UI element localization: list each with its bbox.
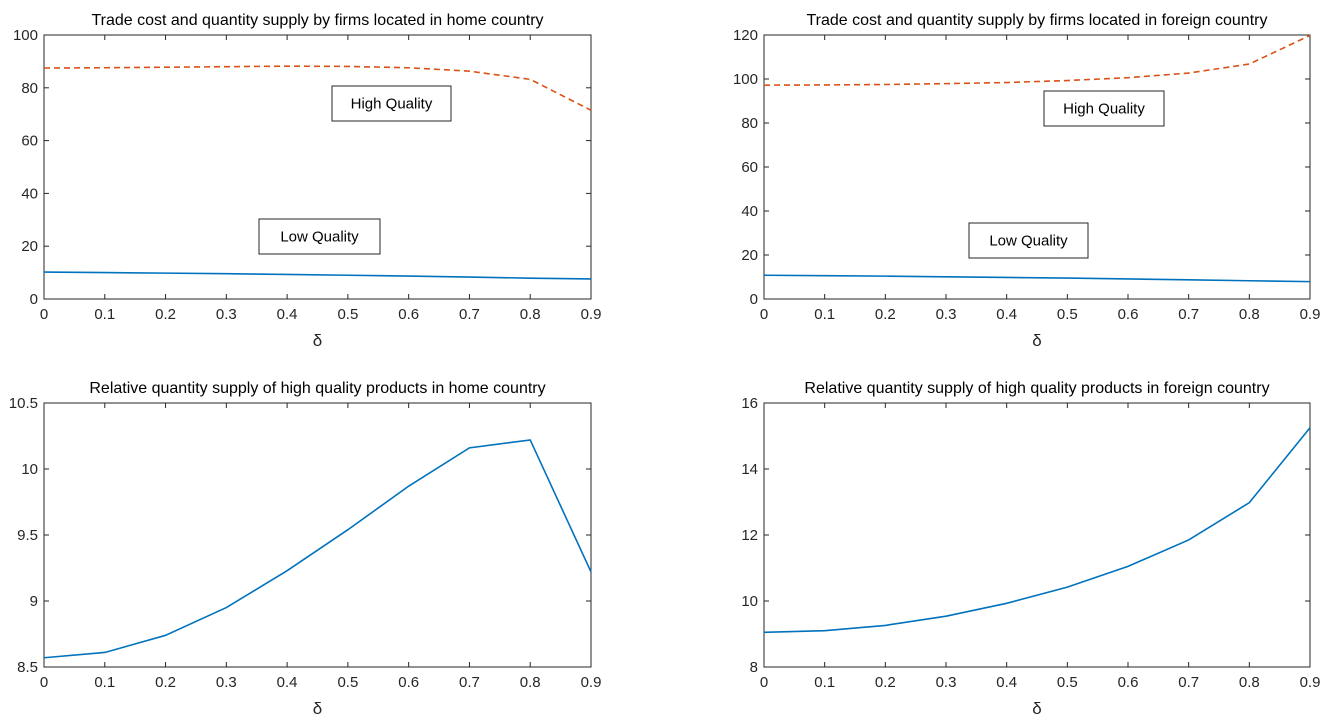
series-line-1 [763, 34, 1311, 86]
y-tick-label: 16 [741, 395, 758, 412]
x-tick-label: 0.1 [94, 674, 115, 691]
y-tick-label: 10.5 [9, 395, 38, 412]
y-tick-label: 10 [741, 593, 758, 610]
x-axis-label: δ [313, 699, 322, 718]
y-tick-label: 20 [741, 247, 758, 264]
x-tick-label: 0.1 [94, 306, 115, 323]
x-tick-label: 0.9 [1300, 306, 1321, 323]
x-tick-label: 0.1 [814, 674, 835, 691]
chart-title: Trade cost and quantity supply by firms … [91, 12, 543, 29]
x-axis-label: δ [1032, 331, 1041, 350]
y-tick-label: 120 [733, 27, 758, 44]
x-tick-label: 0.7 [1178, 306, 1199, 323]
x-tick-label: 0.4 [277, 674, 298, 691]
annotation-label: High Quality [1063, 101, 1145, 118]
series-line-1 [43, 65, 592, 111]
y-tick-label: 9 [30, 593, 38, 610]
x-tick-label: 0.3 [936, 674, 957, 691]
x-tick-label: 0 [40, 306, 48, 323]
y-tick-label: 60 [741, 159, 758, 176]
chart-panel-4: 0 0.1 0.2 0.3 0.4 0.5 0.6 0.7 0.8 0.9 8 10 12 14 16 Rel… [741, 380, 1320, 718]
x-tick-label: 0.5 [1057, 306, 1078, 323]
annotation-box [258, 218, 381, 255]
axes-box [763, 402, 1311, 668]
annotation-label: Low Quality [280, 229, 359, 246]
y-tick-label: 100 [733, 71, 758, 88]
x-tick-label: 0.8 [1239, 306, 1260, 323]
y-tick-label: 9.5 [17, 527, 38, 544]
x-tick-label: 0.9 [581, 674, 602, 691]
x-tick-label: 0.2 [875, 674, 896, 691]
y-tick-label: 80 [741, 115, 758, 132]
y-tick-label: 0 [750, 291, 758, 308]
x-tick-label: 0.4 [996, 674, 1017, 691]
x-tick-label: 0.2 [155, 306, 176, 323]
y-tick-label: 10 [21, 461, 38, 478]
x-tick-label: 0.5 [337, 306, 358, 323]
x-tick-label: 0.9 [1300, 674, 1321, 691]
y-tick-label: 20 [21, 238, 38, 255]
chart-panel-2: 0 0.1 0.2 0.3 0.4 0.5 0.6 0.7 0.8 0.9 0 20 40 60 80 100… [733, 12, 1320, 350]
x-tick-label: 0.8 [520, 306, 541, 323]
annotation-label: High Quality [351, 96, 433, 113]
annotation-box [331, 85, 452, 122]
x-tick-label: 0.2 [155, 674, 176, 691]
chart-panel-1: 0 0.1 0.2 0.3 0.4 0.5 0.6 0.7 0.8 0.9 0 20 40 60 80 100… [13, 12, 601, 350]
x-tick-label: 0.7 [459, 306, 480, 323]
chart-title: Trade cost and quantity supply by firms … [807, 12, 1268, 29]
y-tick-label: 0 [30, 291, 38, 308]
x-tick-label: 0.2 [875, 306, 896, 323]
x-tick-label: 0 [760, 306, 768, 323]
x-tick-label: 0.7 [459, 674, 480, 691]
chart-title: Relative quantity supply of high quality… [804, 380, 1269, 397]
x-axis-label: δ [1032, 699, 1041, 718]
annotation-label: Low Quality [989, 233, 1068, 250]
x-tick-label: 0.6 [398, 306, 419, 323]
x-tick-label: 0.8 [1239, 674, 1260, 691]
y-tick-label: 14 [741, 461, 758, 478]
y-tick-label: 12 [741, 527, 758, 544]
x-tick-label: 0.6 [1118, 674, 1139, 691]
x-tick-label: 0.3 [216, 306, 237, 323]
x-tick-label: 0 [40, 674, 48, 691]
y-tick-label: 40 [21, 185, 38, 202]
x-tick-label: 0.5 [337, 674, 358, 691]
x-tick-label: 0.1 [814, 306, 835, 323]
annotation-box [1043, 90, 1165, 127]
x-axis-label: δ [313, 331, 322, 350]
y-tick-label: 8 [750, 659, 758, 676]
x-tick-label: 0.6 [1118, 306, 1139, 323]
series-line-1 [763, 427, 1311, 634]
x-tick-label: 0.6 [398, 674, 419, 691]
y-tick-label: 60 [21, 133, 38, 150]
series-line-1 [43, 439, 592, 659]
x-tick-label: 0.8 [520, 674, 541, 691]
annotation-box [968, 222, 1089, 259]
axes-box [763, 34, 1311, 300]
x-tick-label: 0.4 [996, 306, 1017, 323]
x-tick-label: 0.3 [216, 674, 237, 691]
chart-title: Relative quantity supply of high quality… [89, 380, 545, 397]
series-line-2 [763, 274, 1311, 283]
x-tick-label: 0.3 [936, 306, 957, 323]
chart-panel-3: 0 0.1 0.2 0.3 0.4 0.5 0.6 0.7 0.8 0.9 8.5 9 9.5 10 10.… [9, 380, 602, 718]
y-tick-label: 100 [13, 27, 38, 44]
series-line-2 [43, 271, 592, 280]
x-tick-label: 0 [760, 674, 768, 691]
y-tick-label: 80 [21, 80, 38, 97]
x-tick-label: 0.9 [581, 306, 602, 323]
x-tick-label: 0.4 [277, 306, 298, 323]
y-tick-label: 8.5 [17, 659, 38, 676]
x-tick-label: 0.5 [1057, 674, 1078, 691]
x-tick-label: 0.7 [1178, 674, 1199, 691]
axes-box [43, 34, 592, 300]
y-tick-label: 40 [741, 203, 758, 220]
